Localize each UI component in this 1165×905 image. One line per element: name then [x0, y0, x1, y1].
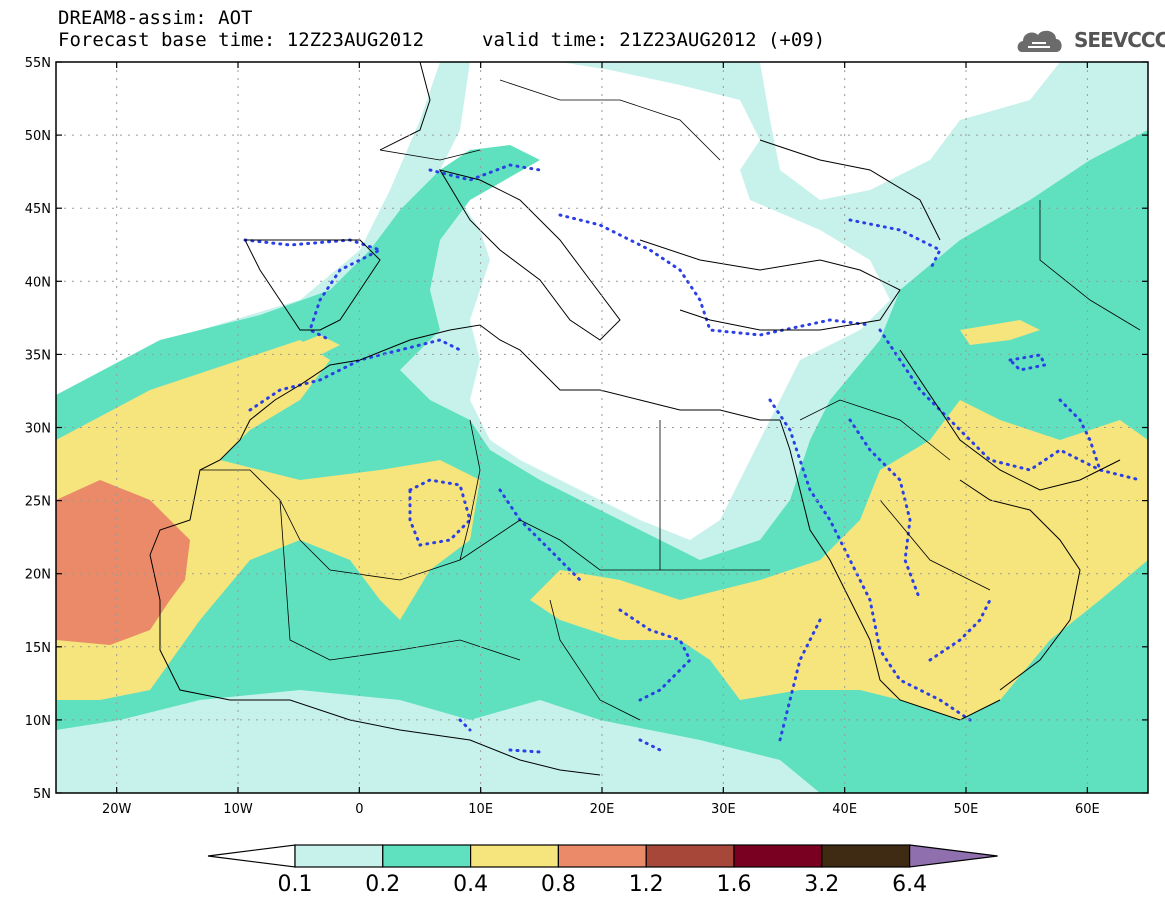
lon-label: 0: [355, 802, 363, 817]
blue-dotted-contours: [243, 163, 1142, 754]
colorbar-label: 1.6: [716, 872, 752, 897]
colorbar-swatch: [821, 844, 911, 868]
aot-band-0.4-morocco: [295, 335, 340, 355]
aot-band-0.4-iran: [960, 320, 1040, 345]
country-borders: [200, 79, 1141, 721]
colorbar-label: 3.2: [804, 872, 840, 897]
forecast-base-time: Forecast base time: 12Z23AUG2012: [58, 29, 425, 51]
coastlines: [149, 62, 1121, 776]
colorbar-under-arrow: [207, 844, 296, 868]
colorbar-label: 0.8: [540, 872, 576, 897]
lat-label: 15N: [25, 641, 51, 656]
colorbar-over-arrow: [908, 844, 998, 868]
colorbar: [207, 844, 998, 868]
lon-label: 40E: [832, 802, 857, 817]
graticule: [56, 62, 1148, 793]
lat-label: 40N: [25, 275, 51, 290]
colorbar-swatch: [470, 844, 560, 868]
lon-label: 50E: [954, 802, 979, 817]
valid-time: valid time: 21Z23AUG2012 (+09): [482, 29, 826, 51]
lat-label: 35N: [25, 348, 51, 363]
lon-label: 20E: [590, 802, 615, 817]
colorbar-label: 0.4: [453, 872, 489, 897]
lon-label: 20W: [102, 802, 132, 817]
logo-text: SEEVCCC: [1074, 28, 1165, 52]
lat-label: 10N: [25, 714, 51, 729]
colorbar-swatch: [382, 844, 472, 868]
lat-label: 25N: [25, 495, 51, 510]
colorbar-swatch: [294, 844, 384, 868]
aot-clear-region-east: [760, 62, 1060, 200]
lon-label: 60E: [1075, 802, 1100, 817]
colorbar-swatch: [733, 844, 823, 868]
lon-label: 30E: [711, 802, 736, 817]
lat-label: 20N: [25, 568, 51, 583]
product-title: DREAM8-assim: AOT: [58, 7, 253, 29]
colorbar-label: 1.2: [628, 872, 664, 897]
lat-label: 50N: [25, 129, 51, 144]
colorbar-swatch: [645, 844, 735, 868]
lon-label: 10E: [468, 802, 493, 817]
aot-band-0.2-atlantic: [56, 690, 820, 793]
lat-label: 55N: [25, 56, 51, 71]
lon-label: 10W: [223, 802, 253, 817]
lat-label: 45N: [25, 202, 51, 217]
aot-band-0.4-sahel: [530, 400, 1148, 720]
colorbar-swatch: [557, 844, 647, 868]
colorbar-label: 6.4: [892, 872, 928, 897]
colorbar-label: 0.2: [365, 872, 401, 897]
aot-clear-region: [440, 62, 890, 540]
lat-label: 5N: [33, 787, 51, 802]
colorbar-label: 0.1: [277, 872, 313, 897]
aot-band-0.8: [56, 480, 190, 645]
lat-label: 30N: [25, 422, 51, 437]
cloud-logo-icon: [1017, 30, 1062, 52]
